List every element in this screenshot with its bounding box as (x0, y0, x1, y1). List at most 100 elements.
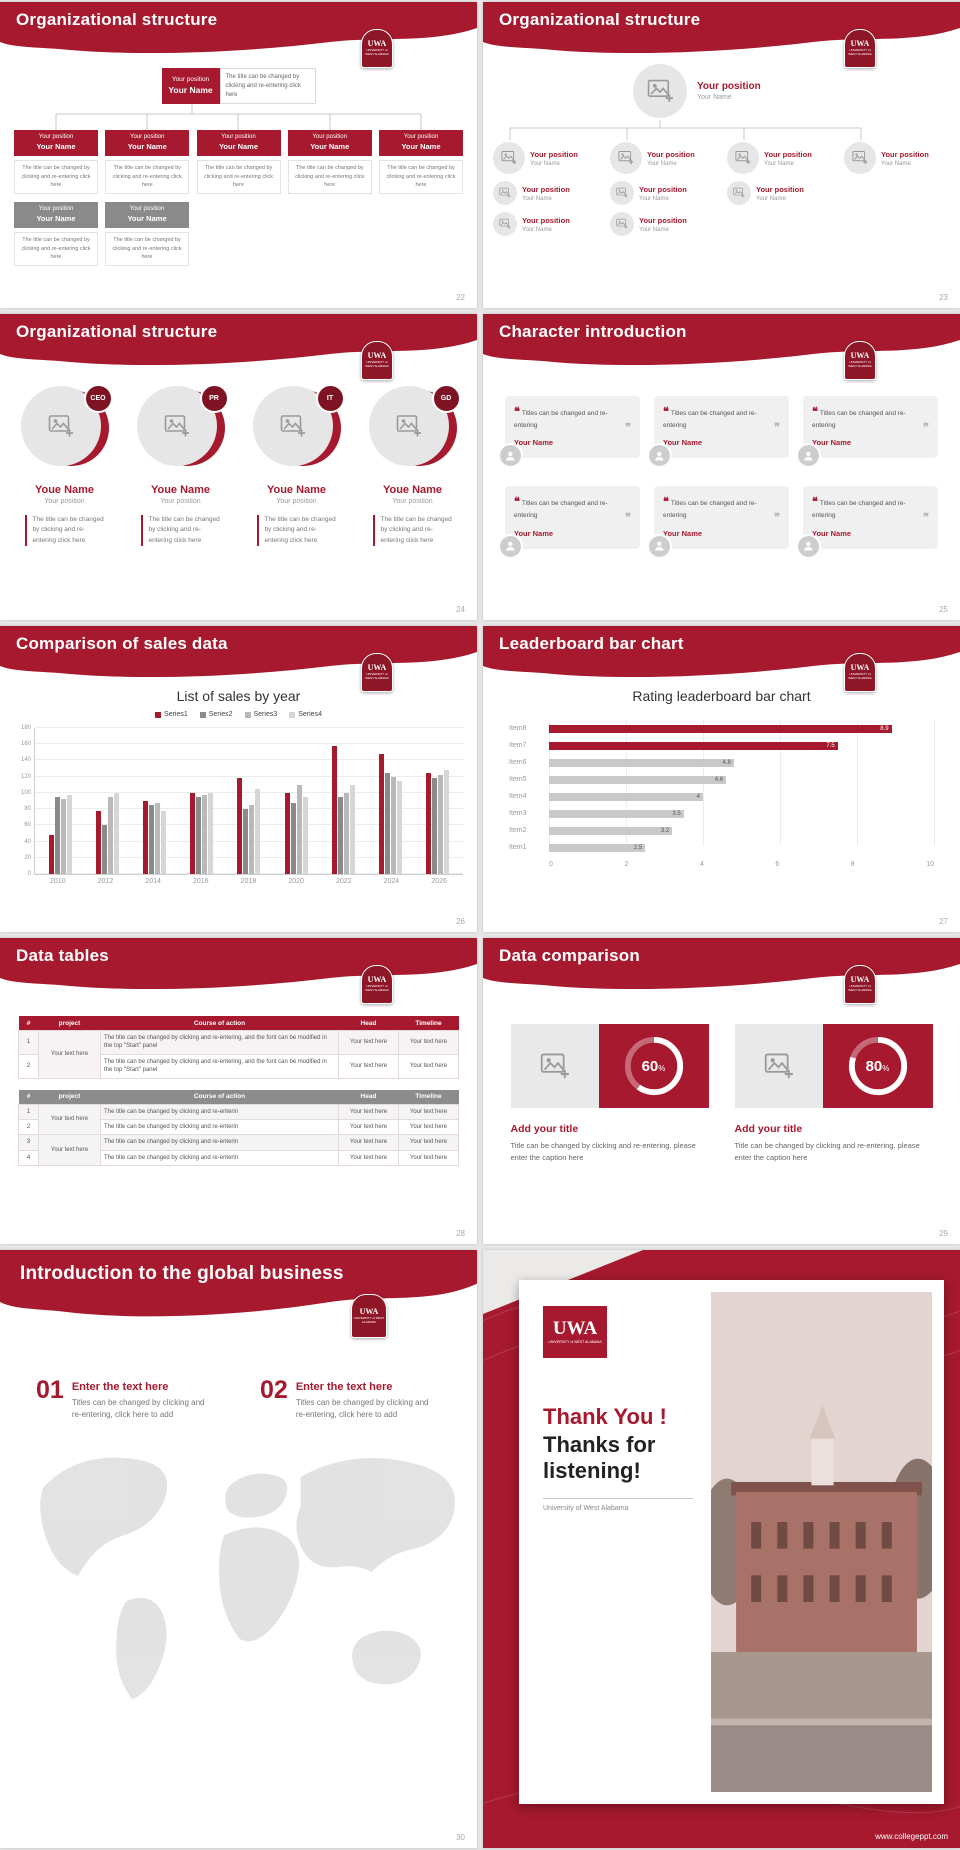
numbered-item: 01 Enter the text here Titles can be cha… (36, 1378, 216, 1421)
position-label: Your position (697, 81, 761, 92)
x-axis-labels: 0 2 4 6 8 10 (549, 861, 934, 868)
person-icon (647, 443, 672, 469)
person-name: Your Name (812, 528, 852, 538)
slide-29[interactable]: Data comparison UWA UNIVERSITY of WEST AL… (483, 938, 960, 1244)
legend-label: Series3 (253, 711, 278, 718)
x-tick-label: 2020 (288, 878, 304, 885)
legend-label: Series2 (208, 711, 233, 718)
bar (249, 805, 255, 874)
slide-thank-you[interactable]: UWA UNIVERSITY of WEST ALABAMA Thank You… (483, 1250, 960, 1848)
bar (378, 753, 384, 874)
gridline (35, 856, 463, 858)
person-name: Your Name (514, 528, 554, 538)
category-label: Item2 (509, 827, 527, 834)
page-number: 22 (456, 293, 465, 302)
slide-24[interactable]: Organizational structure UWA UNIVERSITY o… (0, 314, 477, 620)
quote-text: Titles can be changed and re-entering (663, 410, 757, 429)
legend-item: Series1 (155, 711, 188, 718)
bar: 8.9 (549, 724, 892, 733)
bar (55, 796, 61, 874)
slide-28[interactable]: Data tables UWA UNIVERSITY of WEST ALABAM… (0, 938, 477, 1244)
bar (425, 772, 431, 874)
open-quote-icon: ❝ (812, 406, 818, 418)
bar-track: 2.5 (549, 843, 934, 852)
bar: 3.2 (549, 826, 673, 835)
close-quote-icon: ❞ (625, 421, 631, 434)
bar (202, 794, 208, 874)
y-tick-label: 120 (20, 773, 31, 780)
gridline (35, 743, 463, 745)
y-tick-label: 160 (20, 741, 31, 748)
table-cell: 4 (18, 1149, 39, 1167)
bar-track: 4.6 (549, 775, 934, 784)
bar-row: Item5 4.6 (509, 771, 934, 788)
member-name: Youe Name (34, 484, 95, 496)
close-quote-icon: ❞ (774, 421, 780, 434)
org-node: Your position Your Name The title can be … (379, 130, 463, 194)
gridline (35, 824, 463, 826)
team-member: PR Youe Name Your position The title can… (131, 384, 231, 547)
slide-title: Organizational structure (16, 322, 218, 341)
org-caption: The title can be changed by clicking and… (105, 232, 189, 266)
table-row: 2 The title can be changed by clicking a… (18, 1118, 459, 1136)
person-icon (498, 443, 523, 469)
bar (114, 792, 120, 874)
slide-22[interactable]: Organizational structure UWA UNIVERSITY o… (0, 2, 477, 308)
slide-header: Organizational structure (0, 2, 477, 62)
bar-track: 4 (549, 792, 934, 801)
bar (155, 802, 161, 874)
open-quote-icon: ❝ (514, 496, 520, 509)
percent-value: 60 (641, 1057, 659, 1075)
header-wave (0, 2, 477, 54)
x-tick-label: 2026 (431, 878, 447, 885)
person-icon (796, 443, 821, 469)
bar: 4.8 (549, 758, 734, 767)
bar (296, 784, 302, 874)
uwa-logo: UWA UNIVERSITY of WEST ALABAMA (361, 341, 393, 380)
slide-title: Organizational structure (16, 10, 218, 29)
org-level-1: Your position Your Name The title can be … (14, 130, 463, 194)
slide-26[interactable]: Comparison of sales data UWA UNIVERSITY o… (0, 626, 477, 932)
table-row: 4 The title can be changed by clicking a… (18, 1149, 459, 1167)
bar (143, 801, 149, 874)
person-icon (498, 533, 523, 559)
legend-swatch (199, 711, 206, 718)
table-cell: The title can be changed by clicking and… (100, 1149, 339, 1167)
column-header: Course of action (100, 1089, 339, 1105)
category-label: Item1 (509, 844, 527, 851)
bar-chart: 0 20 40 60 80 100 120 140 160 180 (21, 725, 463, 877)
member-caption: The title can be changed by clicking and… (372, 515, 453, 547)
person-name: Your Name (812, 438, 852, 448)
bar-group (49, 728, 73, 874)
column-header: Head (338, 1089, 399, 1105)
slide-25[interactable]: Character introduction UWA UNIVERSITY of … (483, 314, 960, 620)
table-cell: 1 (18, 1103, 39, 1120)
role-badge: IT (315, 384, 345, 413)
slide-title: Character introduction (499, 322, 687, 341)
slide-27[interactable]: Leaderboard bar chart UWA UNIVERSITY of W… (483, 626, 960, 932)
logo-text: UWA (367, 39, 387, 49)
member-name: Youe Name (266, 484, 327, 496)
position-label: Your position (171, 76, 210, 84)
slide-23[interactable]: Organizational structure UWA UNIVERSITY o… (483, 2, 960, 308)
thank-you-panel: UWA UNIVERSITY of WEST ALABAMA Thank You… (519, 1280, 944, 1804)
bar (343, 792, 349, 874)
donut-chart: 60% (598, 1024, 709, 1108)
bar (102, 825, 108, 874)
header-wave (483, 314, 960, 366)
column-header: project (38, 1089, 101, 1105)
person-name: Your Name (514, 438, 554, 448)
column-header: Course of action (100, 1016, 339, 1031)
table-cell: Your text here (38, 1103, 101, 1136)
gridline (35, 727, 463, 728)
org-column: Your position Your Name Your position Your… (493, 142, 599, 243)
bar (302, 796, 308, 874)
slide-30[interactable]: Introduction to the global business UWA U… (0, 1250, 477, 1848)
open-quote-icon: ❝ (663, 496, 669, 509)
org-caption: The title can be changed by clicking and… (105, 160, 190, 194)
legend-swatch (155, 711, 162, 718)
table-cell: The title can be changed by clicking and… (100, 1118, 339, 1136)
bar-track: 8.9 (549, 724, 934, 733)
bar: 4 (549, 792, 703, 801)
